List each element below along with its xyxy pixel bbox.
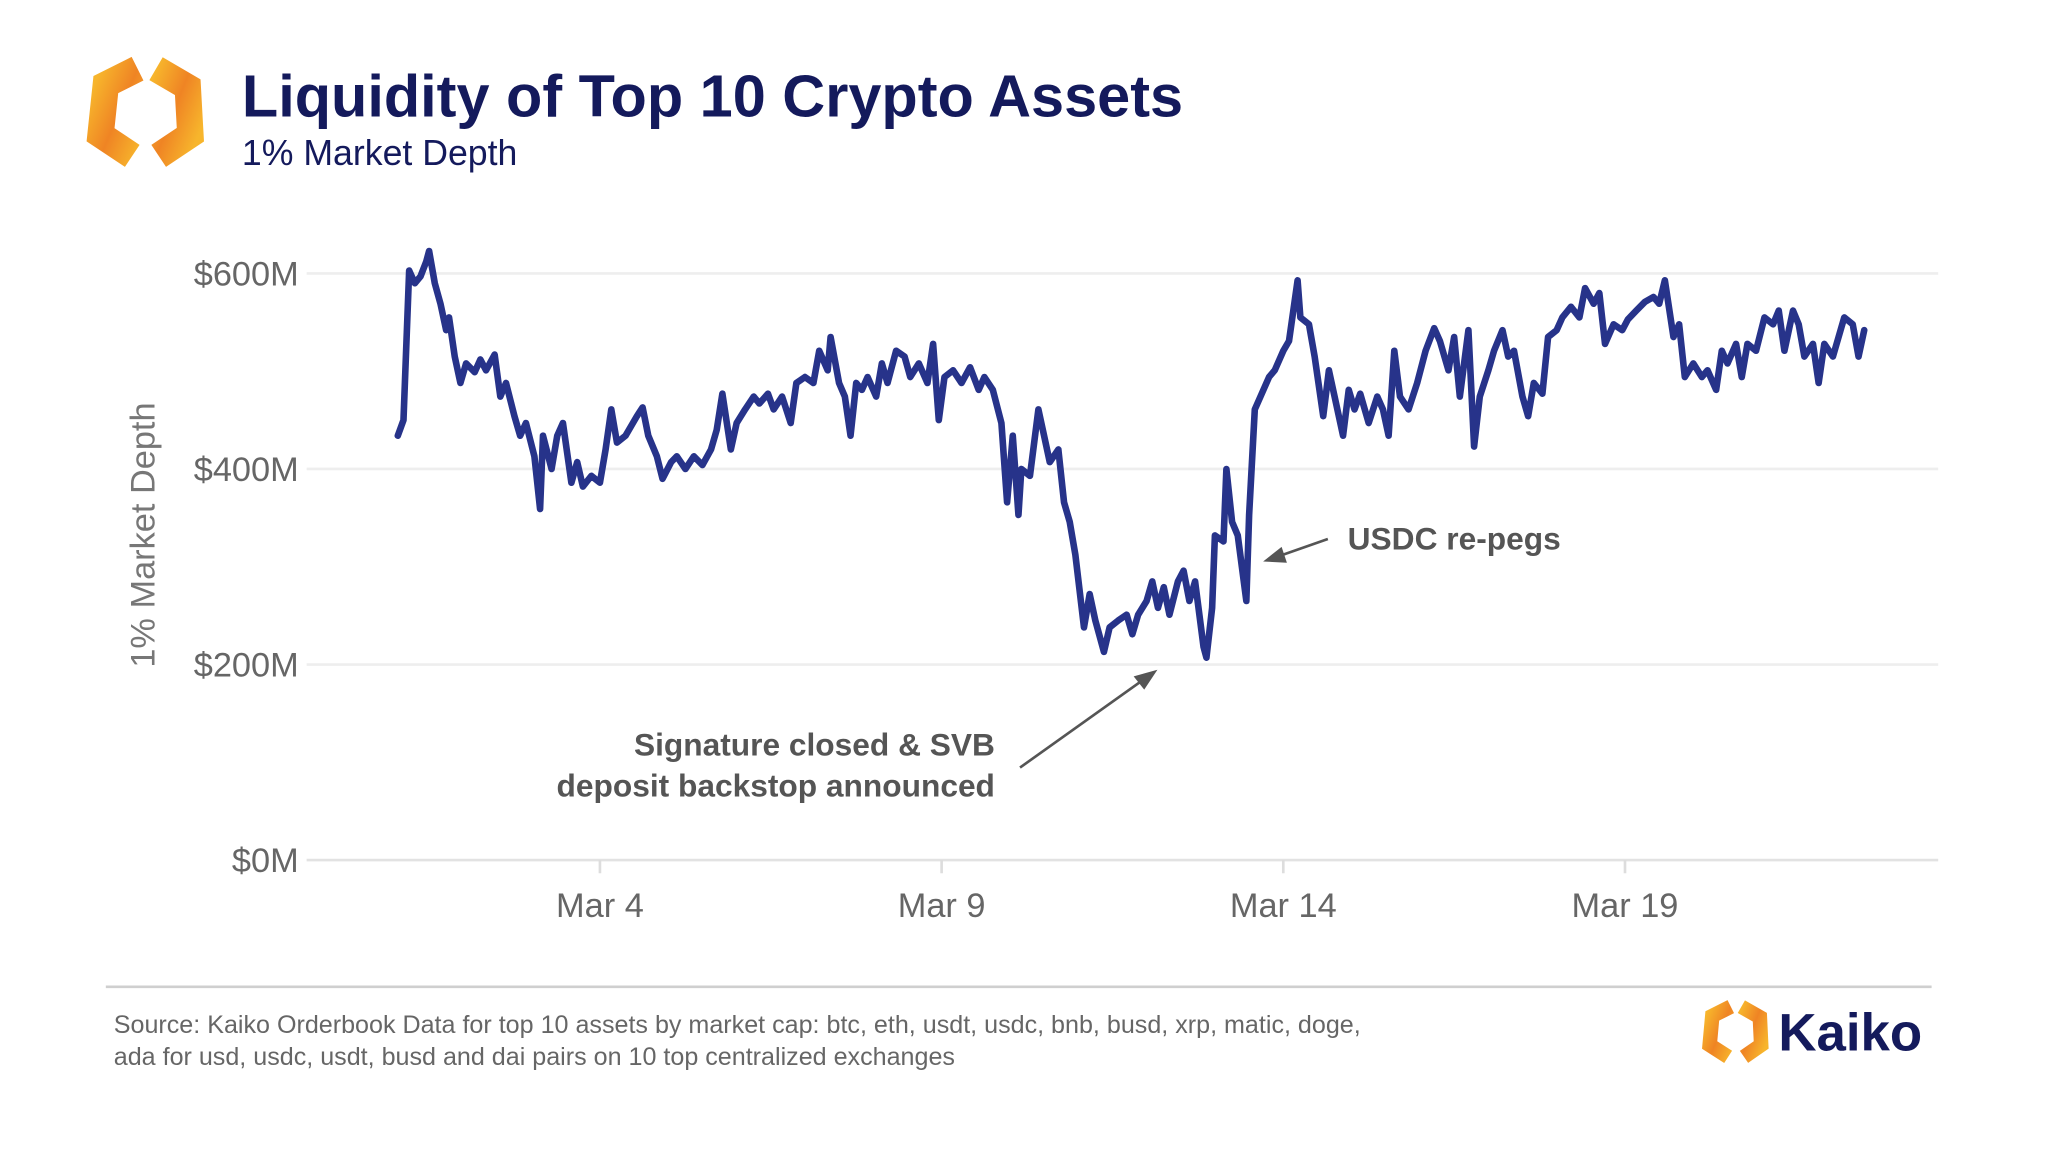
annotation-usdc: USDC re-pegs	[1263, 521, 1561, 563]
y-tick-label: $400M	[194, 451, 299, 489]
annotation-usdc-text: USDC re-pegs	[1348, 521, 1561, 557]
y-tick-label: $200M	[194, 646, 299, 684]
annotation-svb-arrow	[1019, 677, 1145, 769]
x-tick-label: Mar 14	[1230, 887, 1337, 925]
x-tick-label: Mar 9	[898, 887, 986, 925]
annotation-svb-line2: deposit backstop announced	[557, 768, 995, 804]
kaiko-logo-icon	[86, 56, 204, 167]
annotation-svb-line1: Signature closed & SVB	[634, 727, 995, 763]
x-tick-label: Mar 19	[1572, 887, 1679, 925]
y-axis-label: 1% Market Depth	[125, 402, 163, 667]
chart-title: Liquidity of Top 10 Crypto Assets	[242, 62, 1183, 129]
chart-subtitle: 1% Market Depth	[242, 133, 517, 173]
series-line-market-depth	[394, 247, 1868, 661]
source-note-line1: Source: Kaiko Orderbook Data for top 10 …	[114, 1011, 1361, 1039]
y-axis: $0M $200M $400M $600M	[194, 255, 299, 880]
kaiko-brand-name: Kaiko	[1778, 1003, 1922, 1062]
kaiko-footer-logo-icon	[1702, 1000, 1769, 1063]
y-tick-label: $0M	[232, 842, 299, 880]
y-tick-label: $600M	[194, 255, 299, 293]
annotation-svb: Signature closed & SVB deposit backstop …	[557, 669, 1158, 804]
x-axis: Mar 4 Mar 9 Mar 14 Mar 19	[556, 860, 1678, 925]
x-tick-label: Mar 4	[556, 887, 644, 925]
annotation-usdc-arrow	[1278, 537, 1329, 558]
source-note-line2: ada for usd, usdc, usdt, busd and dai pa…	[114, 1043, 955, 1071]
series-points	[398, 251, 1864, 658]
arrowhead-icon	[1263, 546, 1287, 563]
arrowhead-icon	[1133, 669, 1158, 690]
